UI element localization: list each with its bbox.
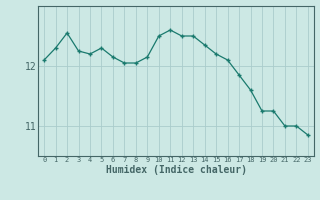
X-axis label: Humidex (Indice chaleur): Humidex (Indice chaleur): [106, 165, 246, 175]
